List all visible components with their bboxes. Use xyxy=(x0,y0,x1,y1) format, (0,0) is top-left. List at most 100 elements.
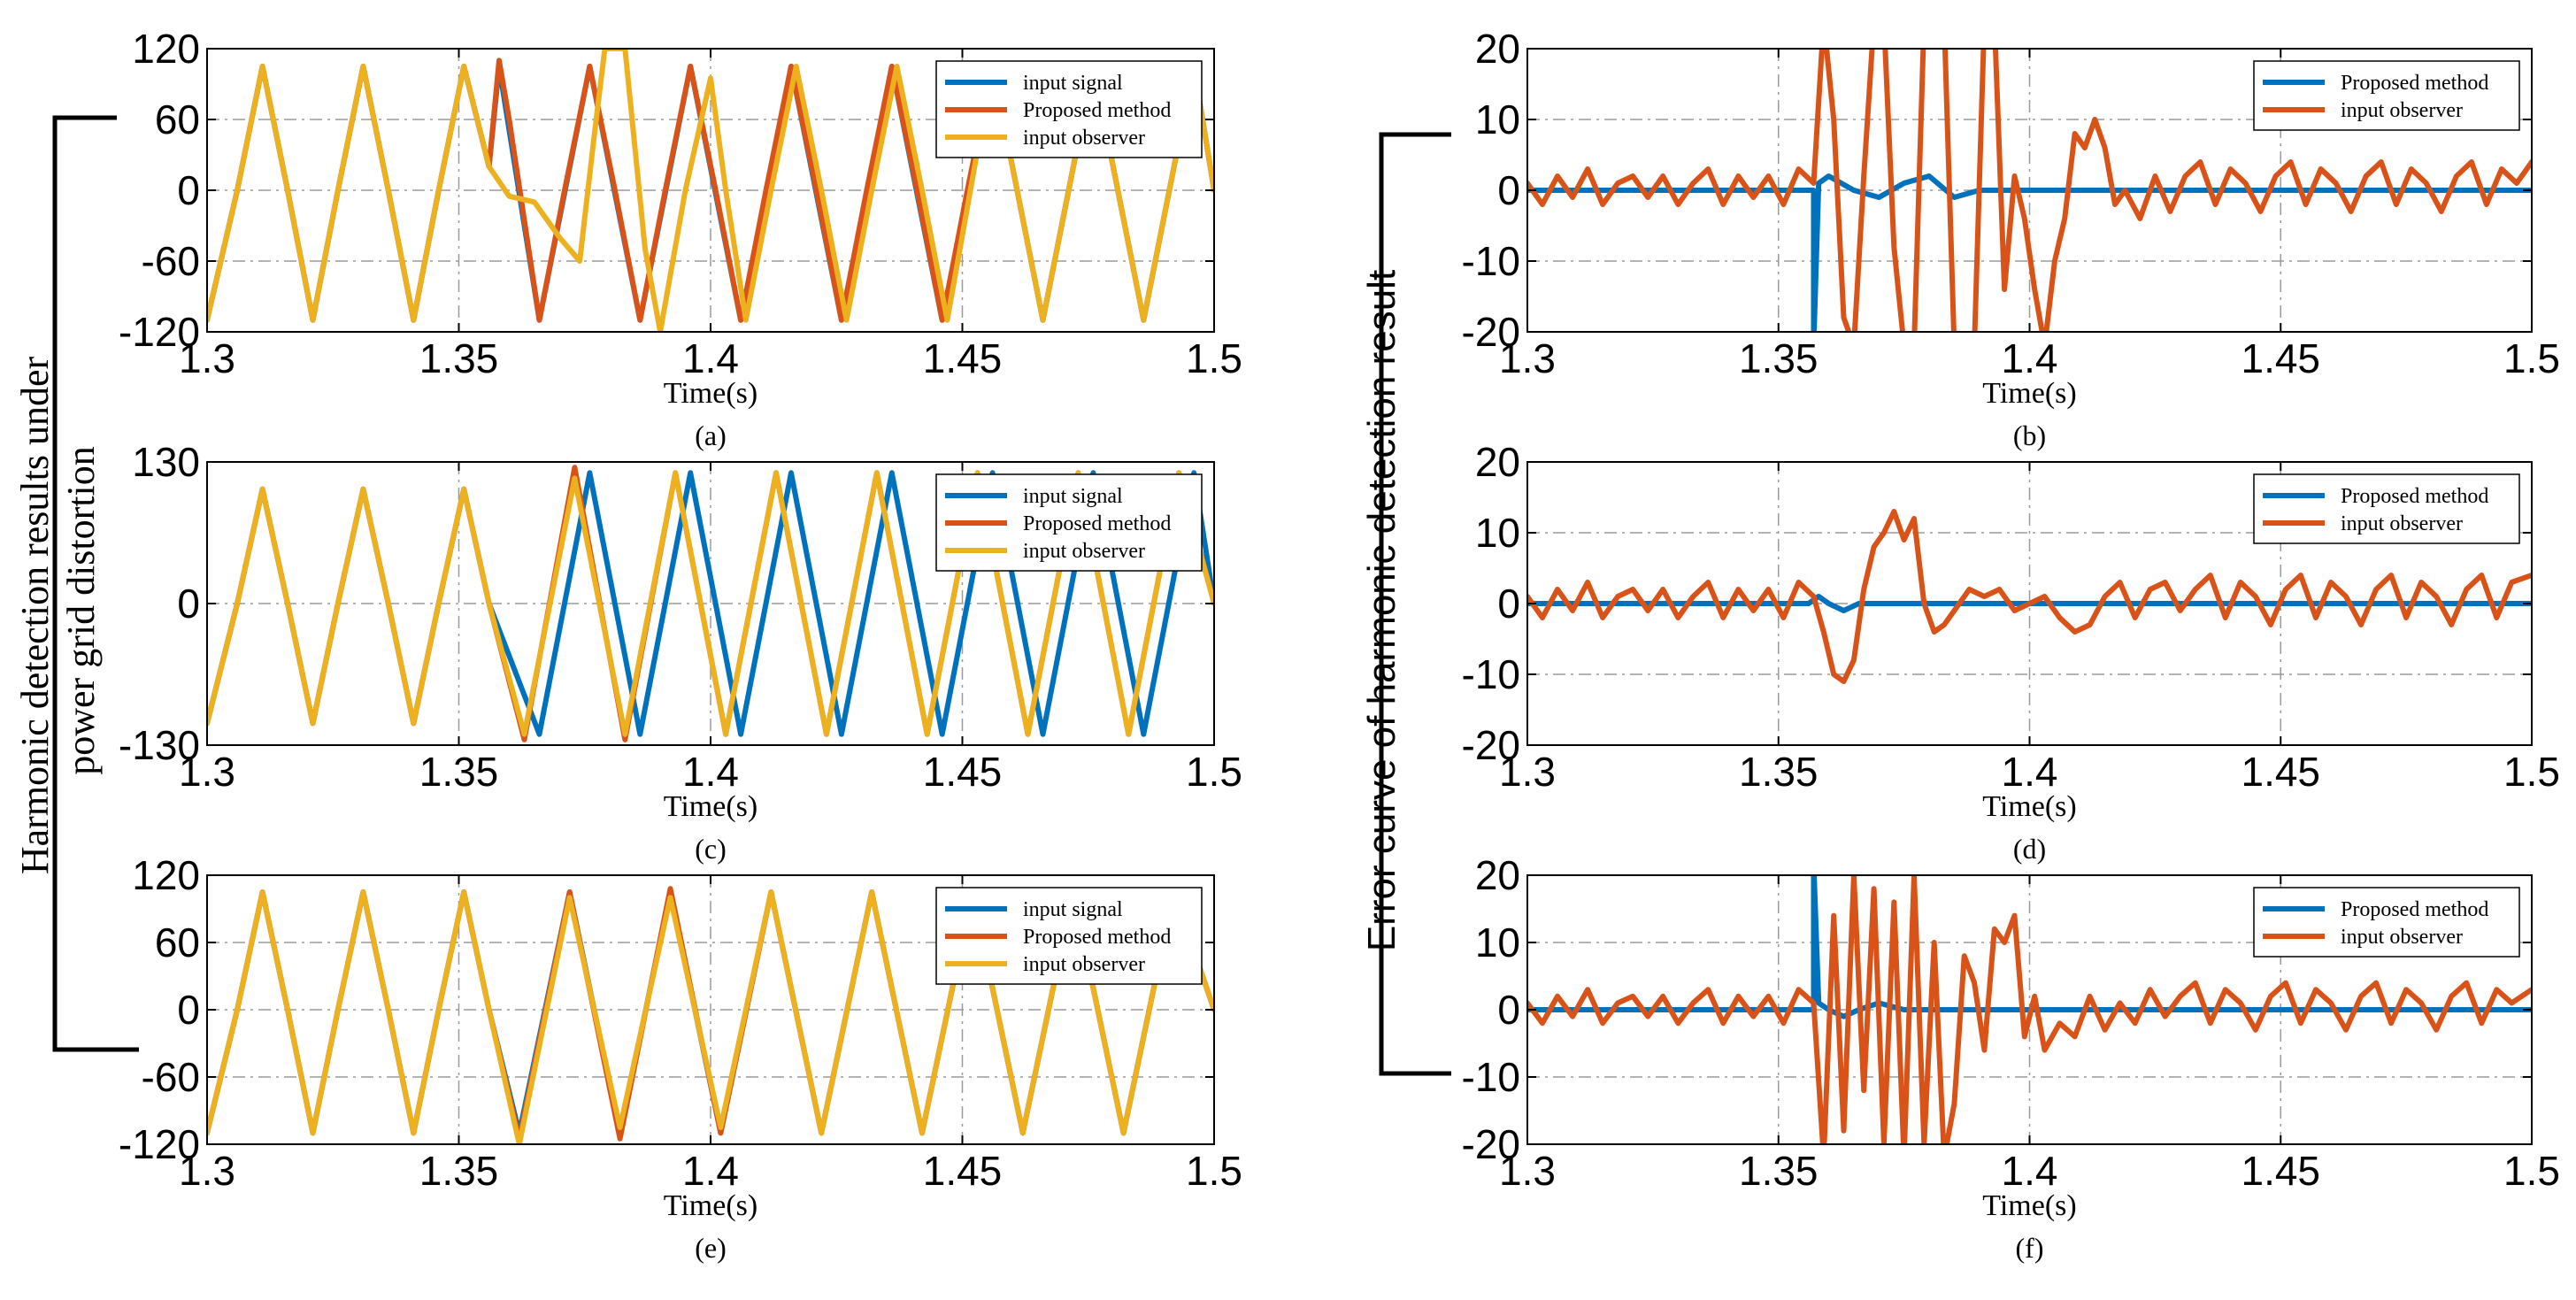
y-tick-label: 60 xyxy=(155,919,200,965)
x-axis-label: Time(s) xyxy=(1982,790,2076,823)
legend-entry: input signal xyxy=(1023,898,1123,921)
y-tick-label: -10 xyxy=(1462,651,1520,697)
charts-layer: 1.3 1.35 1.4 1.45 1.5 -120 -60 0 60 120 Time(s) (a)… xyxy=(119,26,2560,1264)
series-line-input-observer xyxy=(207,49,1214,332)
y-tick-label: -20 xyxy=(1462,722,1520,768)
x-tick-label: 1.4 xyxy=(682,335,739,381)
y-tick-label: 20 xyxy=(1475,439,1520,485)
tick-marks xyxy=(206,48,1215,333)
legend-entry: Proposed method xyxy=(2341,72,2488,95)
x-tick-label: 1.3 xyxy=(1499,1148,1556,1194)
legend: Proposed method input observer xyxy=(2253,887,2520,958)
y-tick-label: 20 xyxy=(1475,852,1520,898)
x-tick-label: 1.45 xyxy=(2241,1148,2320,1194)
gridlines xyxy=(207,462,1214,745)
series-line-input-observer xyxy=(207,470,1214,737)
tick-marks xyxy=(206,461,1215,746)
x-tick-label: 1.5 xyxy=(2503,335,2560,381)
panel-caption: (c) xyxy=(695,833,727,865)
legend: Proposed method input observer xyxy=(2253,60,2520,131)
x-tick-label: 1.3 xyxy=(179,1148,235,1194)
gridlines xyxy=(1527,462,2532,745)
series-line-proposed-method xyxy=(1527,594,2532,613)
x-tick-label: 1.5 xyxy=(1186,749,1242,795)
x-axis-label: Time(s) xyxy=(664,377,757,410)
x-axis-label: Time(s) xyxy=(664,790,757,823)
legend-entry: input observer xyxy=(2341,99,2463,122)
series-layer xyxy=(1527,509,2532,684)
tick-marks xyxy=(1526,48,2533,333)
chart-c: 1.3 1.35 1.4 1.45 1.5 -130 0 130 Time(s) (c) input… xyxy=(119,439,1242,865)
legend-entry: Proposed method xyxy=(2341,898,2488,921)
x-tick-label: 1.3 xyxy=(179,335,235,381)
series-layer xyxy=(1527,875,2532,1144)
right-group-label: Error curve of harmonic detection result xyxy=(1360,270,1403,951)
legend-box xyxy=(2253,60,2520,131)
panel-caption: (b) xyxy=(2013,419,2046,451)
svg-text:Harmonic detection results und: Harmonic detection results under power g… xyxy=(13,347,103,874)
legend: Proposed method input observer xyxy=(2253,473,2520,544)
series-line-input-observer xyxy=(1527,49,2532,332)
y-tick-label: -60 xyxy=(142,238,200,284)
legend-entry: input observer xyxy=(1023,953,1145,976)
chart-a: 1.3 1.35 1.4 1.45 1.5 -120 -60 0 60 120 Time(s) (a)… xyxy=(119,26,1242,451)
x-tick-label: 1.5 xyxy=(1186,1148,1242,1194)
y-tick-label: 120 xyxy=(132,26,200,72)
x-tick-label: 1.5 xyxy=(2503,749,2560,795)
series-line-input-observer xyxy=(1527,509,2532,684)
series-layer xyxy=(1527,49,2532,332)
y-tick-label: 0 xyxy=(177,987,200,1033)
legend-entry: Proposed method xyxy=(1023,99,1171,122)
x-tick-label: 1.4 xyxy=(2002,335,2058,381)
y-tick-label: -60 xyxy=(142,1054,200,1100)
y-tick-label: 120 xyxy=(132,852,200,898)
legend-entry: Proposed method xyxy=(2341,485,2488,508)
x-tick-label: 1.5 xyxy=(2503,1148,2560,1194)
y-tick-label: 20 xyxy=(1475,26,1520,72)
y-tick-label: 0 xyxy=(1497,167,1520,213)
y-tick-label: -20 xyxy=(1462,309,1520,355)
panel-caption: (a) xyxy=(695,419,727,451)
legend: input signal Proposed method input observe… xyxy=(935,887,1203,985)
tick-marks xyxy=(1526,874,2533,1145)
series-line-input-observer xyxy=(207,889,1214,1144)
y-tick-label: 130 xyxy=(132,439,200,485)
x-tick-label: 1.45 xyxy=(2241,335,2320,381)
panel-caption: (e) xyxy=(695,1232,727,1264)
legend-box xyxy=(2253,473,2520,544)
legend: input signal Proposed method input observe… xyxy=(935,473,1203,572)
y-tick-label: 10 xyxy=(1475,919,1520,965)
legend-entry: input signal xyxy=(1023,485,1123,508)
y-tick-label: 60 xyxy=(155,96,200,142)
x-tick-label: 1.35 xyxy=(1739,1148,1819,1194)
x-tick-label: 1.35 xyxy=(419,335,499,381)
chart-b: 1.3 1.35 1.4 1.45 1.5 -20 -10 0 10 20 Time(s) (b) Pr… xyxy=(1462,26,2560,451)
x-tick-label: 1.45 xyxy=(2241,749,2320,795)
x-tick-label: 1.4 xyxy=(2002,749,2058,795)
x-tick-label: 1.45 xyxy=(923,749,1003,795)
x-tick-label: 1.35 xyxy=(1739,749,1819,795)
y-tick-label: -130 xyxy=(119,722,200,768)
x-tick-label: 1.45 xyxy=(923,1148,1003,1194)
x-tick-label: 1.3 xyxy=(1499,749,1556,795)
left-group-label-line1: Harmonic detection results under xyxy=(13,357,57,875)
series-layer xyxy=(207,49,1214,332)
x-tick-label: 1.45 xyxy=(923,335,1003,381)
x-axis-label: Time(s) xyxy=(664,1189,757,1222)
x-tick-label: 1.35 xyxy=(419,1148,499,1194)
gridlines xyxy=(1527,49,2532,332)
series-layer xyxy=(207,886,1214,1144)
x-tick-label: 1.3 xyxy=(1499,335,1556,381)
legend-entry: input observer xyxy=(1023,540,1145,563)
left-group-label-line2: power grid distortion xyxy=(59,446,103,775)
y-tick-label: 10 xyxy=(1475,510,1520,556)
panel-caption: (f) xyxy=(2016,1232,2044,1264)
y-tick-label: 0 xyxy=(1497,581,1520,627)
legend: input signal Proposed method input observe… xyxy=(935,60,1203,158)
legend-entry: input observer xyxy=(2341,926,2463,949)
legend-box xyxy=(2253,887,2520,958)
y-tick-label: -10 xyxy=(1462,1054,1520,1100)
x-axis-label: Time(s) xyxy=(1982,1189,2076,1222)
legend-entry: Proposed method xyxy=(1023,926,1171,949)
